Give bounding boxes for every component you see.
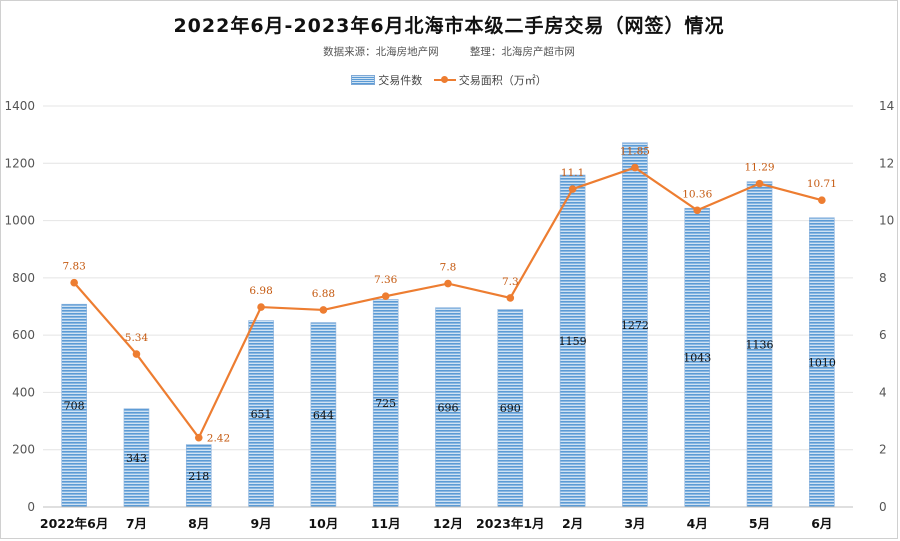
x-category-label: 2023年1月 (476, 516, 545, 531)
y-right-tick-label: 8 (879, 271, 887, 285)
x-category-label: 8月 (188, 516, 209, 531)
bar-data-label: 696 (438, 401, 459, 414)
y-left-tick-label: 0 (27, 500, 35, 514)
bar (497, 309, 524, 508)
legend-item-line[interactable]: 交易面积（万㎡） (433, 72, 547, 88)
x-category-label: 7月 (126, 516, 147, 531)
line-data-label: 2.42 (207, 433, 230, 445)
line-data-label: 5.34 (125, 332, 149, 344)
editor-note: 整理：北海房产超市网 (469, 46, 575, 58)
y-left-tick-label: 1200 (4, 156, 35, 170)
line-data-label: 7.36 (374, 274, 398, 286)
y-right-tick-label: 0 (879, 500, 887, 514)
bar-data-label: 725 (375, 397, 396, 410)
y-left-tick-label: 600 (12, 328, 35, 342)
bar (372, 299, 399, 508)
legend-bar-label: 交易件数 (378, 74, 423, 87)
line-point (506, 294, 515, 302)
chart-subtitle: 数据来源：北海房地产网 整理：北海房产超市网 (1, 44, 897, 59)
line-swatch-icon (433, 75, 456, 85)
bar (435, 307, 461, 508)
y-left-tick-label: 800 (12, 271, 35, 285)
line-data-label: 11.85 (620, 146, 650, 158)
bar-data-label: 218 (188, 470, 209, 483)
x-category-label: 12月 (433, 516, 463, 531)
bar-data-label: 1272 (621, 319, 649, 332)
bar-data-label: 1010 (808, 356, 836, 369)
bar-data-label: 1043 (683, 352, 711, 365)
line-data-label: 10.36 (682, 188, 712, 200)
y-right-tick-label: 12 (879, 156, 894, 170)
line-data-label: 11.1 (561, 167, 584, 179)
line-point (194, 433, 203, 442)
line-point (444, 279, 452, 288)
axes: 0 200 400 600 800 1000 1200 1400 0 2 4 6 8 10 12 14 2022… (4, 99, 894, 531)
line-point (257, 303, 265, 311)
data-source-note: 数据来源：北海房地产网 (323, 46, 439, 58)
x-category-label: 6月 (811, 516, 832, 531)
bar-data-label: 1136 (746, 338, 774, 351)
legend-line-label: 交易面积（万㎡） (458, 74, 547, 87)
chart-title: 2022年6月-2023年6月北海市本级二手房交易（网签）情况 (173, 15, 725, 37)
y-left-tick-label: 1400 (4, 99, 35, 113)
line-data-label: 10.71 (807, 178, 837, 190)
bar (684, 207, 711, 508)
line-data-label: 11.29 (745, 162, 775, 174)
y-left-tick-label: 1000 (4, 214, 35, 228)
line-series: 7.83 5.34 2.42 6.98 6.88 7.36 7.8 7.3 11.1 11.85 1… (62, 146, 836, 445)
line-point (568, 185, 577, 193)
x-category-label: 10月 (308, 516, 338, 531)
bar (809, 217, 835, 508)
line-point (70, 278, 78, 287)
x-category-label: 2022年6月 (40, 516, 109, 531)
chart-legend: 交易件数 交易面积（万㎡） (1, 72, 897, 88)
line-point (631, 163, 639, 172)
bar (622, 142, 648, 508)
y-right-tick-label: 14 (879, 99, 894, 113)
legend-item-bar[interactable]: 交易件数 (351, 72, 422, 88)
bar-data-label: 644 (313, 409, 334, 422)
line-point (381, 292, 390, 300)
y-left-tick-label: 200 (12, 443, 35, 457)
bar-data-label: 690 (500, 402, 521, 415)
line-point (755, 179, 764, 188)
bar-data-label: 343 (126, 452, 147, 465)
line-data-label: 7.83 (62, 261, 85, 273)
x-category-label: 5月 (749, 516, 770, 531)
y-left-tick-label: 400 (12, 385, 35, 399)
line-data-label: 7.3 (502, 276, 519, 288)
y-right-tick-label: 6 (879, 328, 887, 342)
line-point (818, 196, 826, 205)
bar (746, 181, 773, 508)
y-right-tick-label: 4 (879, 385, 887, 399)
x-category-label: 9月 (250, 516, 271, 531)
bar (248, 320, 274, 508)
bar-series: 708 343 218 651 644 725 696 690 1159 1272 1043 1136… (61, 142, 836, 508)
line-data-label: 6.98 (249, 285, 272, 297)
line-data-label: 6.88 (312, 288, 335, 300)
bar (559, 174, 586, 508)
x-category-label: 4月 (687, 516, 708, 531)
x-category-label: 3月 (624, 516, 645, 531)
x-category-label: 11月 (371, 516, 401, 531)
bar-data-label: 651 (251, 408, 272, 421)
line-data-label: 7.8 (440, 262, 457, 274)
bar (310, 322, 337, 508)
bar-data-label: 1159 (559, 335, 587, 348)
y-right-tick-label: 10 (879, 214, 894, 228)
line-point (319, 306, 328, 314)
x-category-label: 2月 (562, 516, 583, 531)
line-point (132, 350, 141, 358)
line-point (693, 206, 702, 215)
y-right-tick-label: 2 (879, 443, 887, 457)
bar-swatch-icon (351, 75, 376, 85)
bar-data-label: 708 (64, 400, 85, 413)
